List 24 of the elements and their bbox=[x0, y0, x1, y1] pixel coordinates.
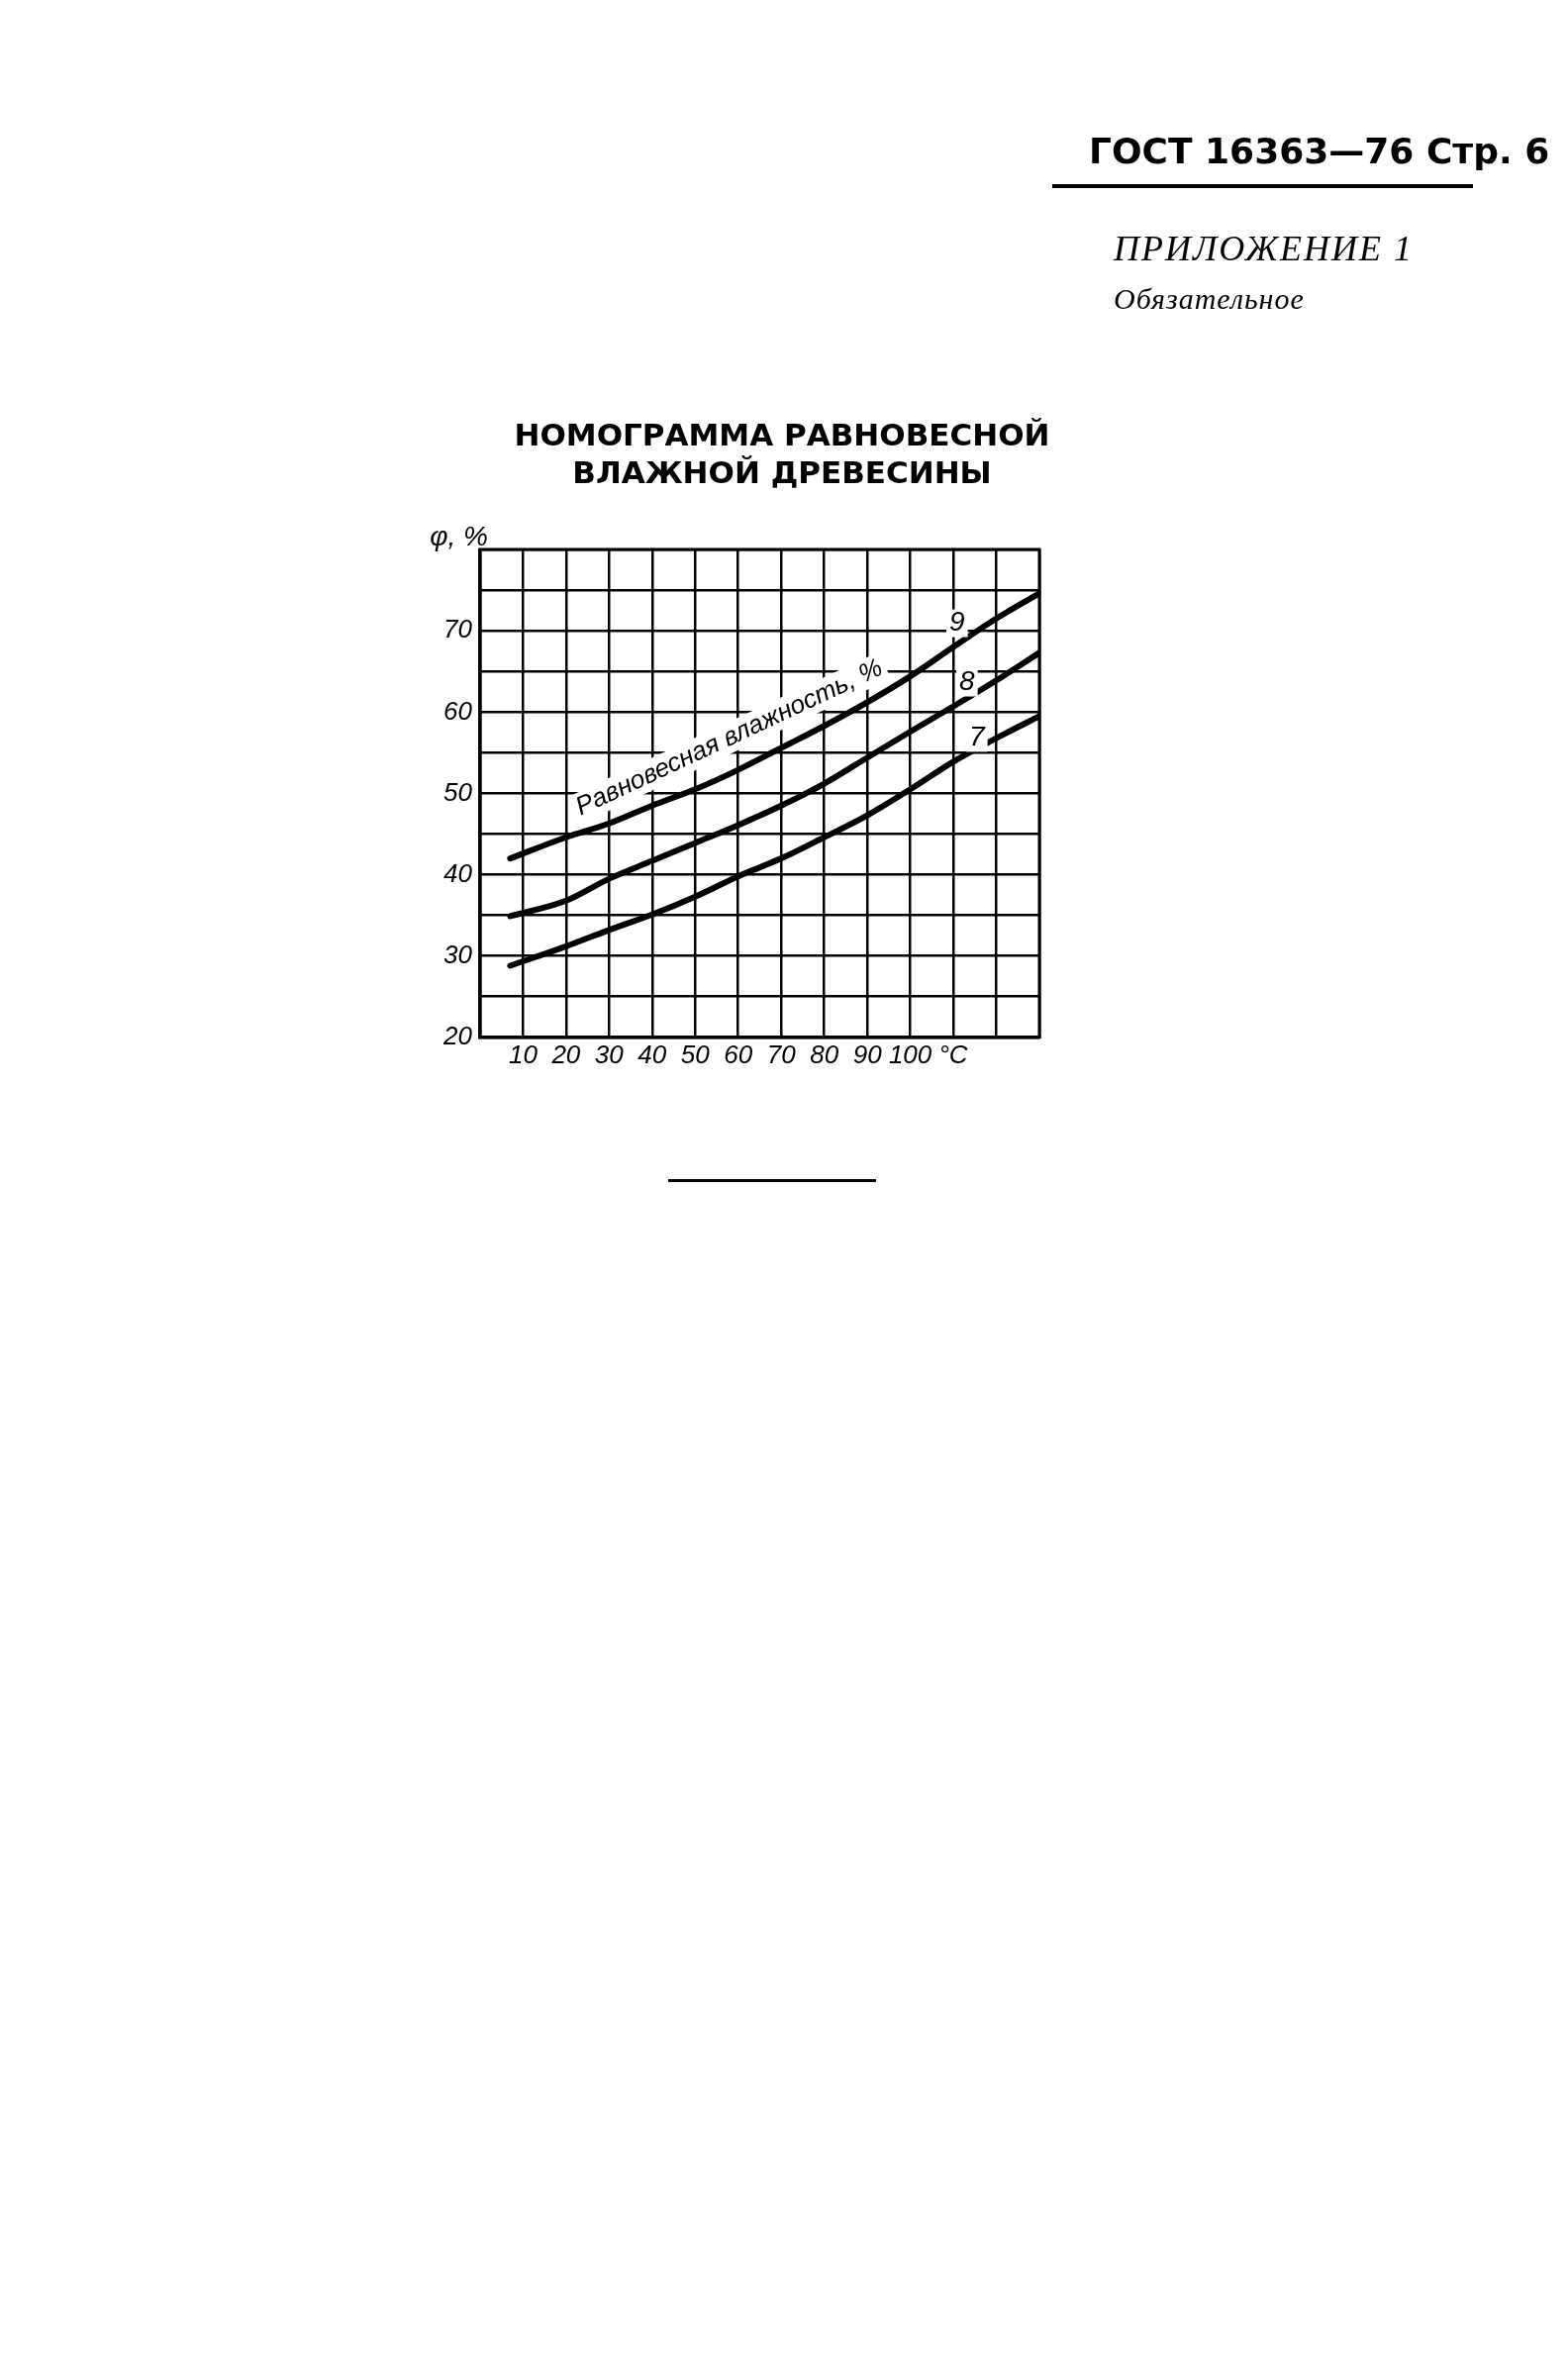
chart-title: НОМОГРАММА РАВНОВЕСНОЙ ВЛАЖНОЙ ДРЕВЕСИНЫ bbox=[513, 416, 1051, 491]
y-tick-label: 30 bbox=[443, 939, 473, 969]
text: ГОСТ 16363—76 Стр. 6 bbox=[1089, 131, 1550, 171]
x-tick-label: °C bbox=[938, 1039, 968, 1069]
y-tick-label: 50 bbox=[443, 776, 473, 807]
y-tick-label: 70 bbox=[443, 614, 473, 644]
x-tick-label: 30 bbox=[594, 1039, 625, 1069]
text: ПРИЛОЖЕНИЕ 1 bbox=[1114, 228, 1414, 269]
x-tick-label: 70 bbox=[766, 1039, 797, 1069]
y-axis-title: φ, % bbox=[430, 520, 488, 551]
x-tick-label: 80 bbox=[810, 1039, 839, 1069]
x-tick-label: 10 bbox=[508, 1039, 539, 1069]
series-label: 8 bbox=[959, 665, 976, 697]
series-label: 7 bbox=[969, 721, 987, 752]
y-tick-label: 60 bbox=[443, 695, 473, 726]
text: Обязательное bbox=[1114, 282, 1305, 316]
x-tick-label: 50 bbox=[680, 1039, 711, 1069]
x-tick-label: 100 bbox=[888, 1039, 932, 1069]
x-tick-label: 20 bbox=[550, 1039, 581, 1069]
y-tick-label: 40 bbox=[443, 857, 473, 888]
x-tick-label: 60 bbox=[724, 1039, 753, 1069]
x-tick-label: 40 bbox=[637, 1039, 667, 1069]
series-label: 9 bbox=[949, 606, 965, 638]
x-tick-label: 90 bbox=[852, 1039, 883, 1069]
